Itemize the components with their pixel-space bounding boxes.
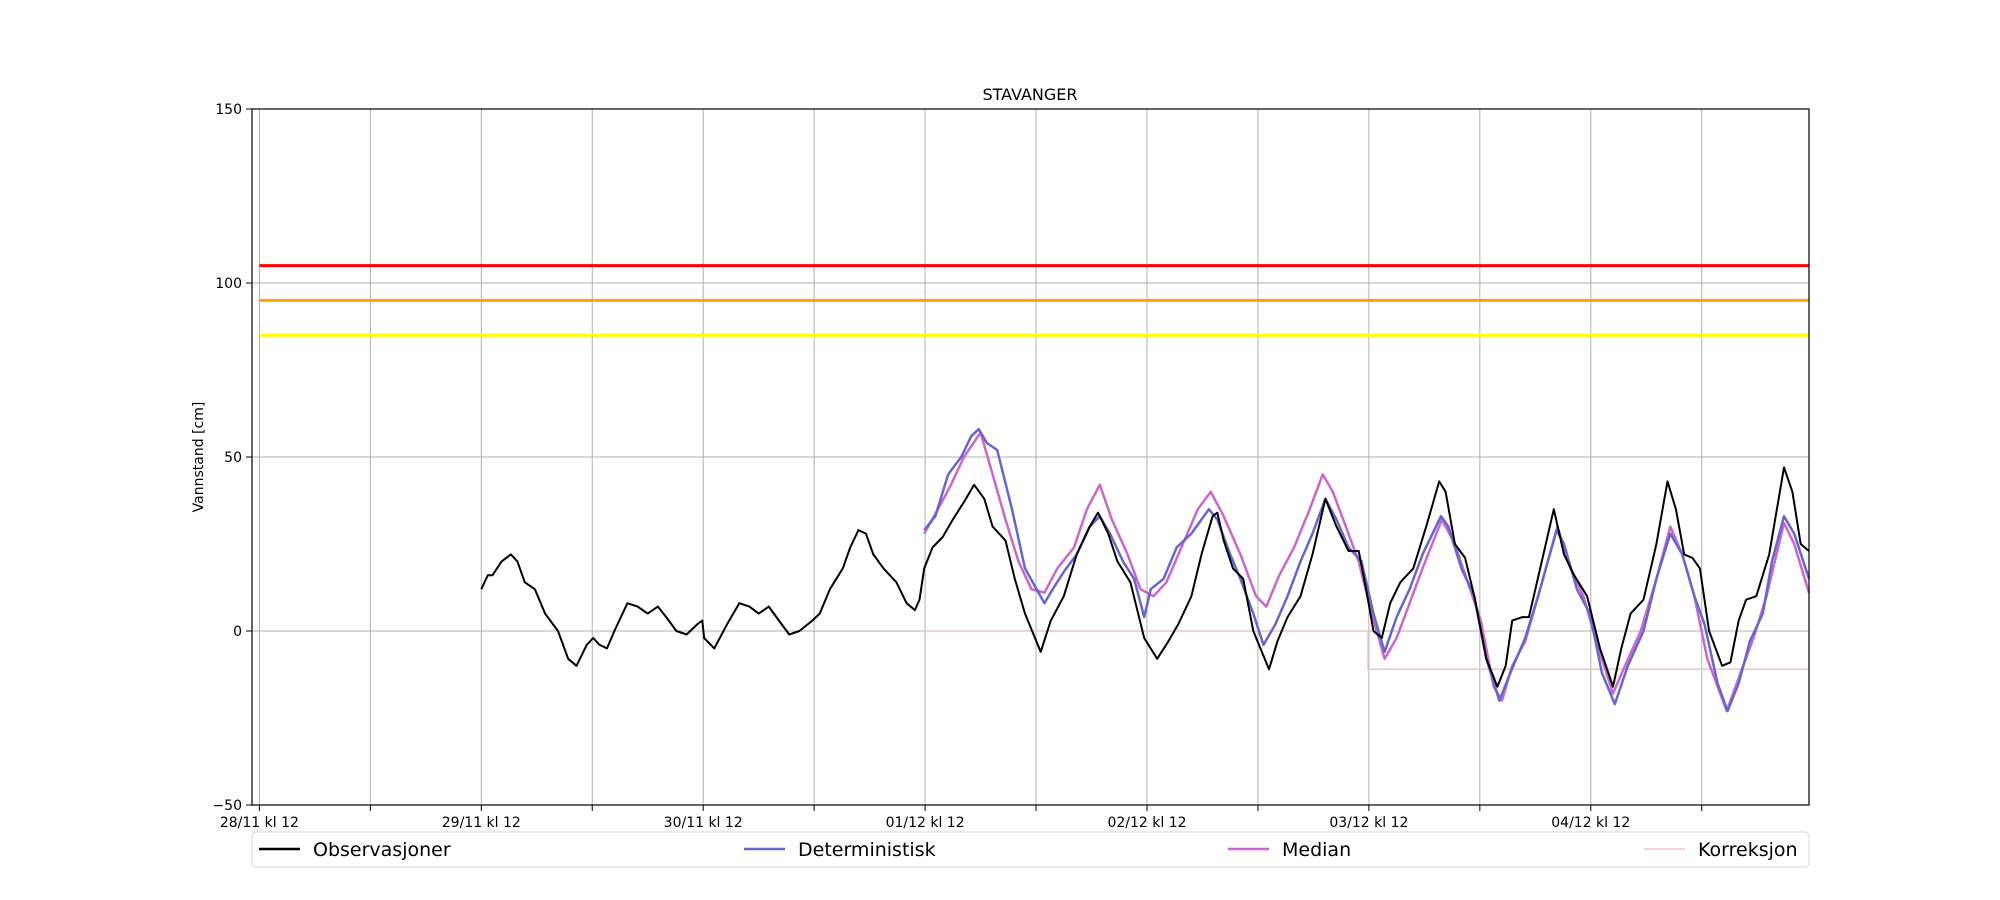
legend-box <box>251 831 1810 868</box>
series-line-deterministisk <box>923 427 1811 713</box>
y-tick-label: 50 <box>224 450 242 466</box>
series-line-korreksjon <box>924 630 1809 671</box>
legend-label-observasjoner: Observasjoner <box>313 839 451 861</box>
x-tick-label: 28/11 kl 12 <box>220 815 299 831</box>
x-tick-label: 30/11 kl 12 <box>664 815 743 831</box>
legend: Observasjoner Deterministisk Median Korreks… <box>251 831 1810 868</box>
x-tick-label: 01/12 kl 12 <box>886 815 965 831</box>
legend-label-korreksjon: Korreksjon <box>1698 839 1798 861</box>
y-tick-label: 0 <box>233 624 242 640</box>
x-tick-label: 02/12 kl 12 <box>1107 815 1186 831</box>
series-line-observasjoner <box>480 466 1810 688</box>
y-axis-label: Vannstand [cm] <box>191 402 207 513</box>
x-tick-label: 29/11 kl 12 <box>442 815 521 831</box>
y-tick-label: 150 <box>215 102 242 118</box>
legend-label-median: Median <box>1282 839 1351 861</box>
y-tick-label: −50 <box>212 798 242 814</box>
legend-label-deterministisk: Deterministisk <box>798 839 936 861</box>
x-tick-label: 04/12 kl 12 <box>1551 815 1630 831</box>
chart-title: STAVANGER <box>982 85 1077 104</box>
y-tick-label: 100 <box>215 276 242 292</box>
x-tick-label: 03/12 kl 12 <box>1329 815 1408 831</box>
